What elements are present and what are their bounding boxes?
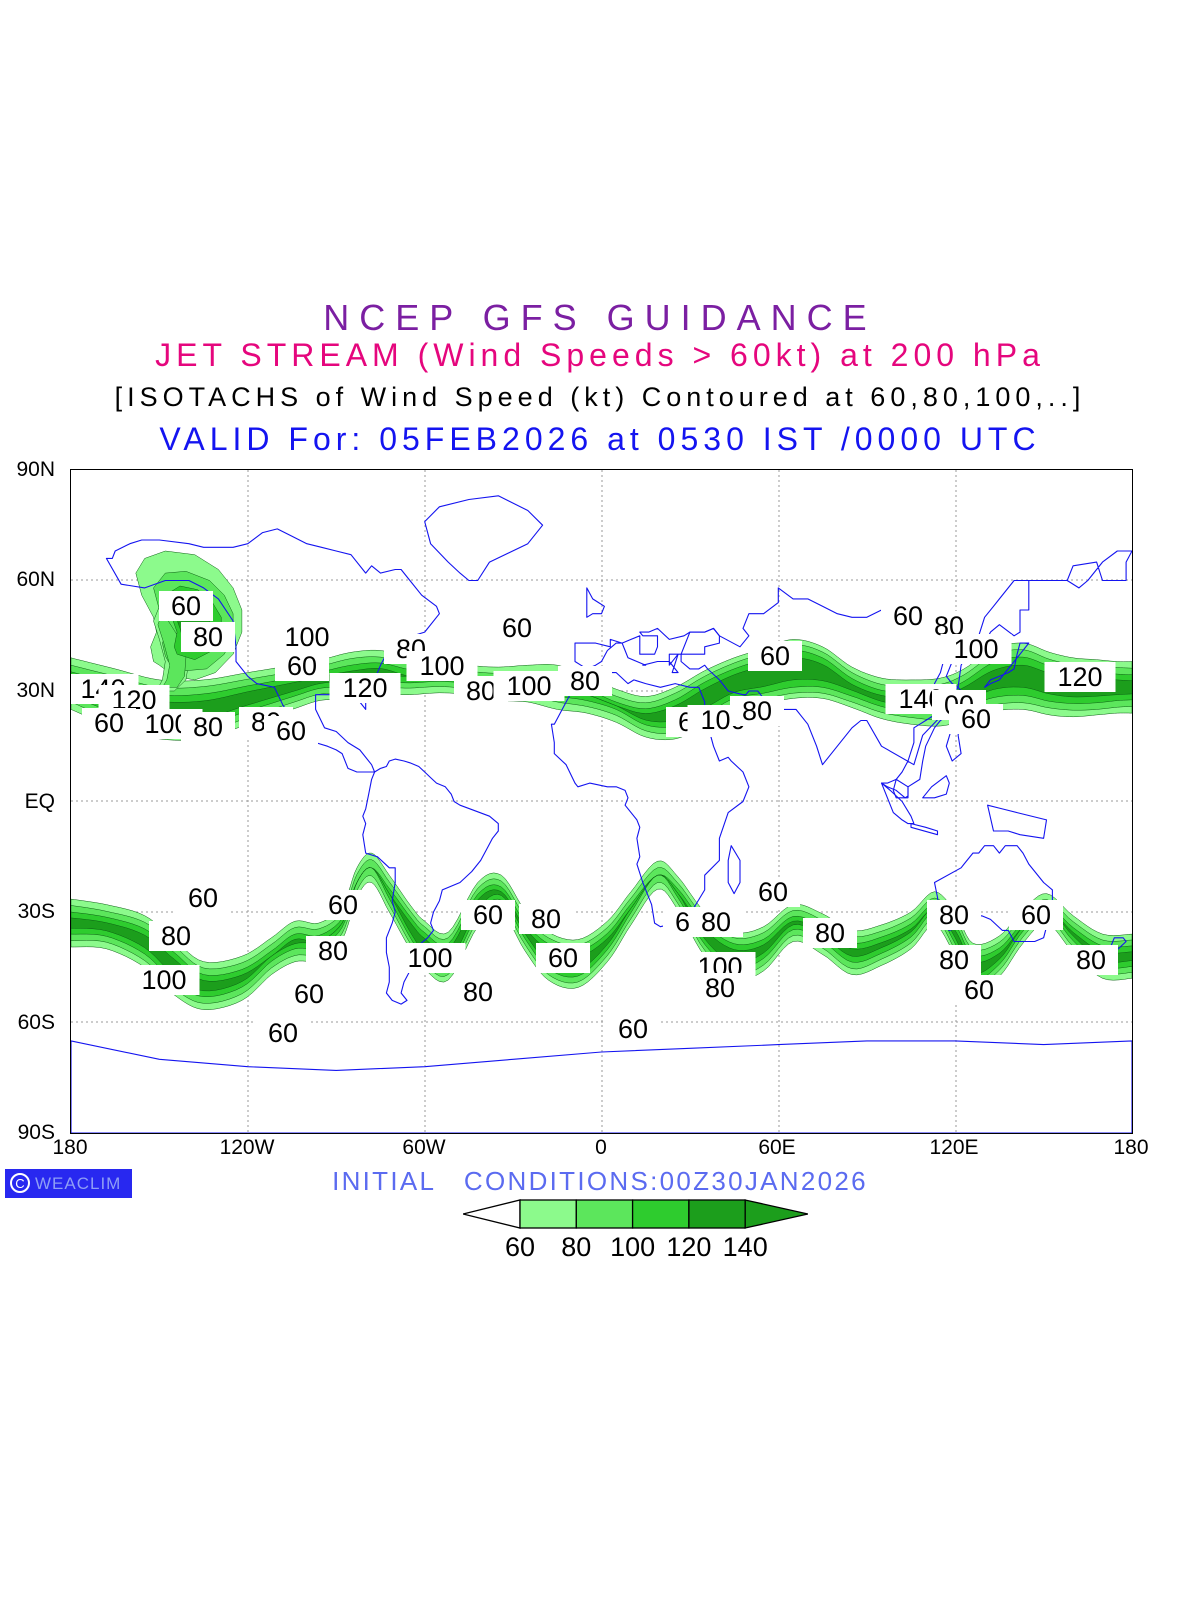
- svg-text:80: 80: [815, 918, 845, 948]
- svg-text:80: 80: [463, 977, 493, 1007]
- svg-text:80: 80: [161, 921, 191, 951]
- svg-text:100: 100: [407, 943, 452, 973]
- svg-text:80: 80: [193, 622, 223, 652]
- svg-text:80: 80: [705, 973, 735, 1003]
- svg-text:80: 80: [939, 900, 969, 930]
- svg-text:120: 120: [342, 673, 387, 703]
- svg-text:60: 60: [473, 900, 503, 930]
- svg-text:60: 60: [328, 890, 358, 920]
- svg-text:60: 60: [287, 651, 317, 681]
- svg-text:100: 100: [610, 1232, 655, 1259]
- svg-text:80: 80: [193, 712, 223, 742]
- svg-text:100: 100: [141, 965, 186, 995]
- svg-text:80: 80: [466, 676, 496, 706]
- svg-text:60: 60: [268, 1018, 298, 1048]
- svg-text:100: 100: [506, 671, 551, 701]
- svg-text:80: 80: [939, 945, 969, 975]
- svg-text:100: 100: [953, 634, 998, 664]
- svg-text:120: 120: [1057, 662, 1102, 692]
- svg-text:60: 60: [94, 708, 124, 738]
- svg-text:80: 80: [570, 666, 600, 696]
- svg-text:60: 60: [893, 601, 923, 631]
- svg-text:80: 80: [701, 907, 731, 937]
- svg-text:60: 60: [548, 943, 578, 973]
- svg-text:60: 60: [964, 975, 994, 1005]
- svg-text:60: 60: [758, 877, 788, 907]
- svg-text:80: 80: [742, 696, 772, 726]
- svg-text:60: 60: [760, 641, 790, 671]
- svg-text:60: 60: [505, 1232, 535, 1259]
- svg-text:140: 140: [723, 1232, 768, 1259]
- svg-text:80: 80: [561, 1232, 591, 1259]
- svg-text:80: 80: [531, 904, 561, 934]
- svg-text:80: 80: [1076, 945, 1106, 975]
- svg-text:60: 60: [188, 883, 218, 913]
- svg-text:80: 80: [318, 936, 348, 966]
- svg-text:120: 120: [666, 1232, 711, 1259]
- svg-text:100: 100: [284, 622, 329, 652]
- svg-text:60: 60: [961, 704, 991, 734]
- svg-text:60: 60: [171, 591, 201, 621]
- svg-text:60: 60: [276, 716, 306, 746]
- svg-text:60: 60: [294, 979, 324, 1009]
- svg-text:60: 60: [618, 1014, 648, 1044]
- svg-text:60: 60: [1021, 900, 1051, 930]
- svg-text:60: 60: [502, 613, 532, 643]
